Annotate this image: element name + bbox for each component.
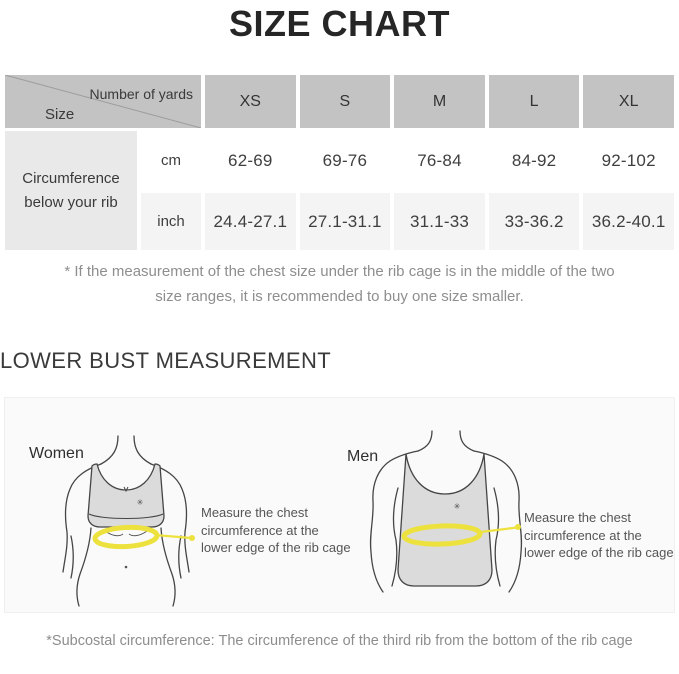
corner-top-label: Number of yards bbox=[89, 86, 193, 102]
men-figure-label: Men bbox=[347, 448, 379, 465]
measurement-panel: Women ✳ bbox=[4, 397, 675, 613]
women-measuring-tape-ellipse bbox=[92, 524, 160, 550]
cm-value-m: 76-84 bbox=[394, 131, 485, 190]
table-corner-cell: Number of yards Size bbox=[5, 75, 201, 128]
diagonal-divider bbox=[5, 75, 201, 128]
men-tank-top bbox=[397, 453, 493, 587]
size-column-header-xs: XS bbox=[205, 75, 296, 128]
inch-value-s: 27.1-31.1 bbox=[299, 193, 391, 250]
women-figure-illustration: ✳ bbox=[62, 435, 195, 607]
table-note: * If the measurement of the chest size u… bbox=[64, 263, 615, 305]
women-pointer-arrow bbox=[154, 533, 195, 541]
cm-value-xl: 92-102 bbox=[583, 131, 674, 190]
inch-value-xl: 36.2-40.1 bbox=[583, 193, 674, 250]
men-figure-illustration: ✳ bbox=[369, 430, 523, 593]
men-pointer-arrow bbox=[480, 524, 521, 534]
inch-value-l: 33-36.2 bbox=[488, 193, 580, 250]
cm-value-s: 69-76 bbox=[299, 131, 391, 190]
brand-logo-icon: ✳ bbox=[454, 502, 461, 511]
cm-value-xs: 62-69 bbox=[205, 131, 296, 190]
table-row-header: Circumference below your rib bbox=[5, 131, 137, 250]
bra-band-line bbox=[88, 513, 164, 519]
cm-value-l: 84-92 bbox=[488, 131, 580, 190]
women-body-outline bbox=[62, 435, 190, 607]
page-title: SIZE CHART bbox=[229, 3, 450, 44]
unit-label-inch: inch bbox=[141, 193, 201, 250]
corner-side-label: Size bbox=[45, 106, 75, 123]
inch-value-m: 31.1-33 bbox=[394, 193, 485, 250]
neckline-notch bbox=[123, 486, 129, 493]
inch-value-xs: 24.4-27.1 bbox=[205, 193, 296, 250]
women-sports-bra bbox=[87, 463, 165, 528]
size-column-header-s: S bbox=[299, 75, 391, 128]
navel-mark bbox=[124, 565, 128, 569]
unit-label-cm: cm bbox=[141, 131, 201, 190]
subcostal-footnote: *Subcostal circumference: The circumfere… bbox=[46, 633, 633, 649]
section-heading: LOWER BUST MEASUREMENT bbox=[0, 348, 332, 373]
men-measure-annotation: Measure the chest circumference at the l… bbox=[524, 510, 674, 560]
women-figure-label: Women bbox=[29, 445, 84, 462]
brand-logo-icon: ✳ bbox=[137, 498, 144, 507]
men-body-outline bbox=[369, 430, 523, 593]
size-column-header-m: M bbox=[394, 75, 485, 128]
size-table: Number of yards Size XS S M L XL Circumf… bbox=[5, 75, 674, 250]
size-column-header-xl: XL bbox=[583, 75, 674, 128]
men-measuring-tape-ellipse bbox=[401, 523, 483, 547]
size-column-header-l: L bbox=[488, 75, 580, 128]
women-measure-annotation: Measure the chest circumference at the l… bbox=[201, 505, 351, 555]
